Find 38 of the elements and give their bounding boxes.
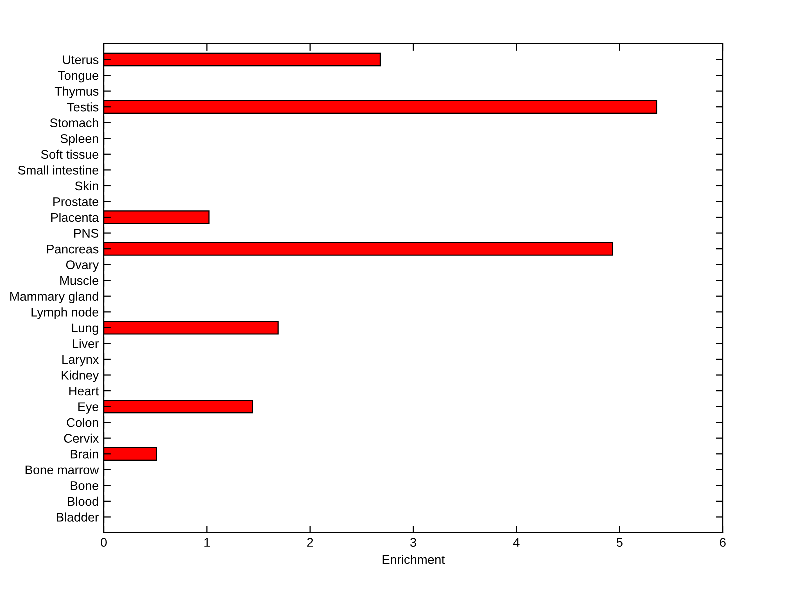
- y-tick-label: Pancreas: [47, 244, 99, 254]
- y-tick-label: Skin: [75, 181, 98, 191]
- x-tick-label: 5: [616, 538, 623, 548]
- y-tick-label: Ovary: [66, 260, 100, 272]
- y-tick-label: Brain: [70, 450, 98, 459]
- x-tick-label: 6: [720, 538, 726, 548]
- y-tick-label: Spleen: [60, 134, 98, 146]
- y-tick-label: PNS: [74, 229, 99, 238]
- y-tick-label: Liver: [73, 339, 99, 348]
- y-tick-label: Testis: [67, 102, 99, 112]
- x-tick-label: 0: [101, 538, 107, 548]
- y-tick-label: Larynx: [62, 355, 100, 367]
- y-tick-label: Thymus: [54, 86, 99, 98]
- y-tick-label: Colon: [67, 418, 98, 428]
- y-tick-label: Bone: [70, 482, 99, 490]
- x-tick-label: 4: [513, 538, 520, 547]
- y-tick-label: Cervix: [64, 434, 100, 444]
- y-tick-label: Prostate: [54, 198, 99, 206]
- y-tick-label: Blood: [68, 496, 98, 506]
- x-tick-label: 2: [307, 538, 314, 547]
- y-tick-label: Heart: [70, 386, 100, 396]
- y-tick-label: Bone marrow: [26, 466, 100, 475]
- x-axis-title: Enrichment: [382, 555, 446, 564]
- x-tick-label: 3: [410, 538, 416, 548]
- y-tick-label: Eye: [78, 402, 99, 414]
- y-tick-label: Bladder: [57, 512, 99, 522]
- y-tick-label: Kidney: [62, 370, 100, 382]
- y-tick-label: Stomach: [50, 118, 98, 128]
- y-tick-label: Small intestine: [18, 166, 99, 175]
- y-tick-label: Muscle: [60, 276, 99, 286]
- y-tick-label: Mammary gland: [10, 292, 98, 304]
- y-tick-label: Lymph node: [32, 308, 99, 320]
- y-tick-label: Uterus: [63, 56, 99, 64]
- y-tick-label: Placenta: [52, 212, 100, 222]
- y-tick-label: Soft tissue: [41, 150, 99, 160]
- x-tick-label: 1: [204, 538, 210, 547]
- y-tick-label: Lung: [72, 324, 98, 336]
- y-tick-label: Tongue: [58, 71, 99, 83]
